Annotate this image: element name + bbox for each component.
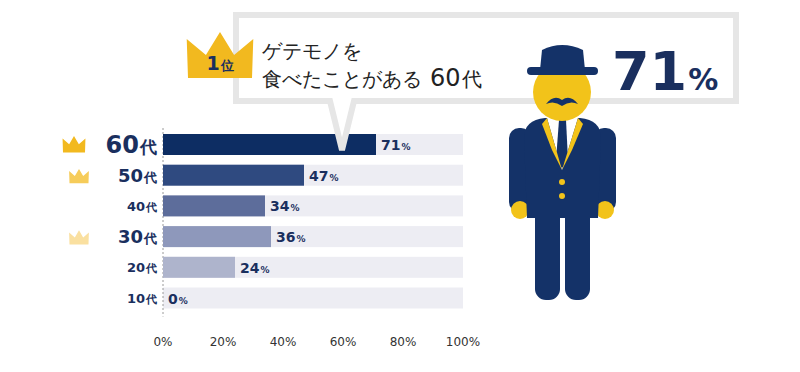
category-label-unit: 代	[145, 201, 157, 214]
category-label: 50代	[118, 165, 157, 186]
bar	[163, 165, 304, 186]
crown	[63, 136, 86, 153]
callout-category: 60代	[430, 64, 482, 92]
hand	[596, 201, 614, 219]
data-label-number: 34	[270, 198, 290, 214]
callout-bubble	[236, 15, 736, 150]
category-label-number: 20	[127, 260, 145, 275]
track	[163, 195, 463, 216]
data-label-number: 24	[240, 260, 260, 276]
callout-category-number: 60	[430, 64, 461, 92]
category-label-number: 60	[106, 131, 139, 159]
rank-label: 1位	[206, 52, 233, 74]
data-label-unit: %	[296, 234, 305, 244]
callout-text: ゲテモノを	[262, 39, 362, 63]
jacket	[524, 118, 601, 218]
bar	[163, 288, 164, 309]
category-label: 40代	[127, 199, 157, 214]
callout: 1位 ゲテモノを食べたことがある 60代 71%	[187, 15, 736, 150]
callout-value-unit: %	[688, 62, 718, 97]
bars	[163, 134, 376, 278]
callout-text: 食べたことがある	[262, 67, 422, 91]
track	[163, 165, 463, 186]
category-label-number: 40	[127, 199, 145, 214]
data-label-unit: %	[290, 203, 299, 213]
crown	[69, 169, 89, 183]
mustache	[546, 98, 578, 106]
crown	[69, 230, 89, 244]
tick-label: 60%	[330, 335, 357, 349]
category-label: 60代	[106, 131, 157, 159]
data-label: 36%	[276, 229, 306, 245]
category-label: 10代	[127, 291, 157, 306]
man-icon	[509, 45, 616, 300]
data-labels: 71%47%34%36%24%0%	[168, 137, 411, 307]
hat-crown	[540, 45, 585, 70]
rank-label-number: 1	[206, 52, 219, 74]
data-label-unit: %	[260, 265, 269, 275]
data-label: 24%	[240, 260, 270, 276]
tracks	[163, 134, 463, 309]
category-labels: 60代50代40代30代20代10代	[63, 131, 157, 306]
category-label-number: 30	[118, 226, 143, 247]
category-label: 30代	[118, 226, 157, 247]
lapel	[562, 118, 583, 170]
page: {"chart_data": {"type": "bar", "orientat…	[0, 0, 800, 372]
category-label-number: 10	[127, 291, 145, 306]
axis-line	[163, 128, 164, 317]
track	[163, 134, 463, 155]
bar	[163, 257, 235, 278]
button	[559, 193, 565, 199]
data-label: 0%	[168, 291, 188, 307]
data-label: 34%	[270, 198, 300, 214]
data-label-unit: %	[401, 142, 410, 152]
button	[559, 179, 565, 185]
data-label-number: 36	[276, 229, 295, 245]
data-label: 47%	[309, 168, 339, 184]
category-label-number: 50	[118, 165, 143, 186]
data-label: 71%	[381, 137, 411, 153]
tick-label: 80%	[390, 335, 417, 349]
data-label-number: 0	[168, 291, 178, 307]
data-label-number: 47	[309, 168, 328, 184]
category-label-unit: 代	[143, 170, 157, 185]
category-label: 20代	[127, 260, 157, 275]
track	[163, 288, 463, 309]
rank-label-unit: 位	[220, 58, 234, 73]
track	[163, 257, 463, 278]
callout-value-number: 71	[612, 40, 687, 103]
category-label-unit: 代	[145, 293, 157, 306]
data-label-unit: %	[179, 296, 188, 306]
track	[163, 226, 463, 247]
tick-label: 100%	[446, 335, 480, 349]
tick-label: 20%	[210, 335, 237, 349]
lapel	[542, 118, 562, 170]
rank-crown	[187, 32, 254, 78]
category-label-unit: 代	[139, 137, 157, 157]
hand	[511, 201, 529, 219]
data-label-unit: %	[329, 173, 338, 183]
x-ticks: 0% 20% 40% 60% 80% 100%	[153, 335, 480, 349]
category-label-unit: 代	[145, 262, 157, 275]
bar	[163, 195, 265, 216]
category-label-unit: 代	[143, 231, 157, 246]
tick-label: 0%	[153, 335, 172, 349]
callout-value: 71%	[612, 40, 718, 103]
chart: 71%47%34%36%24%0%60代50代40代30代20代10代0%20%…	[0, 0, 800, 372]
callout-category-unit: 代	[461, 67, 482, 91]
data-label-number: 71	[381, 137, 400, 153]
bar	[163, 226, 271, 247]
tick-label: 40%	[270, 335, 297, 349]
